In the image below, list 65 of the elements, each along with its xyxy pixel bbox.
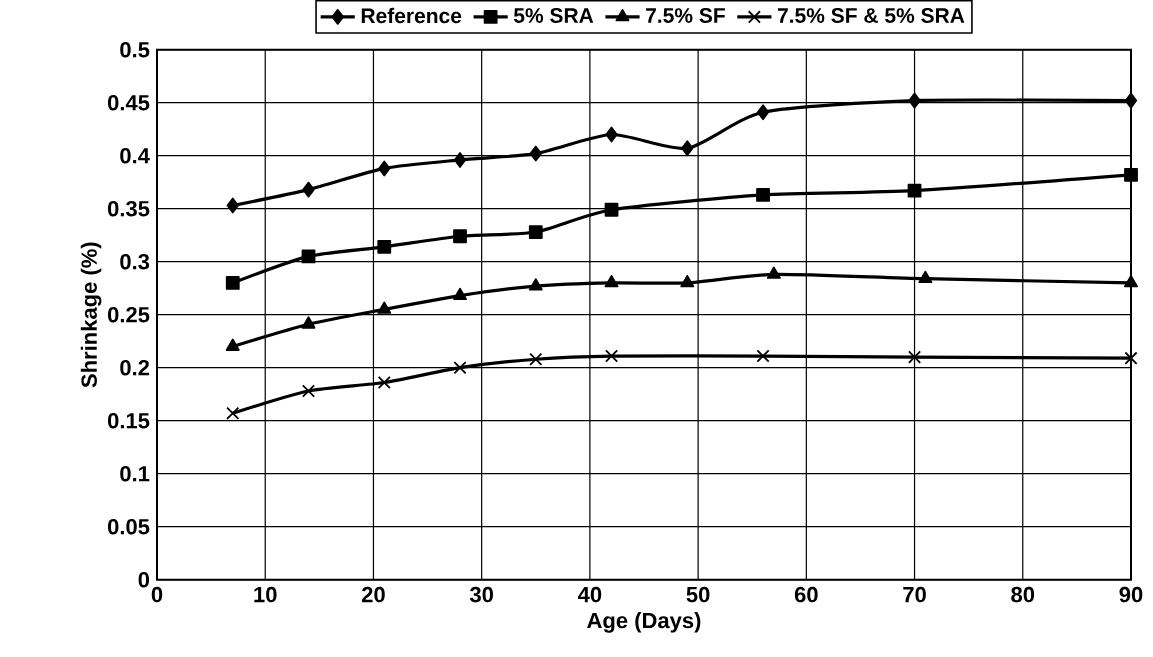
point — [907, 350, 922, 364]
y-tick-label: 0.35 — [108, 201, 150, 217]
x-axis-title: Age (Days) — [587, 612, 701, 633]
point — [681, 140, 694, 157]
x-tick-label: 80 — [1011, 586, 1035, 603]
x-tick-label: 40 — [578, 586, 602, 603]
point — [301, 249, 316, 264]
point — [604, 275, 619, 288]
point — [378, 160, 391, 177]
point — [301, 316, 316, 329]
point — [226, 406, 240, 420]
point — [528, 225, 543, 240]
point — [226, 197, 239, 214]
y-tick-label: 0.2 — [120, 360, 150, 376]
point — [453, 287, 467, 301]
point — [1124, 351, 1138, 365]
x-tick-label: 70 — [903, 586, 926, 603]
y-tick-label: 0.25 — [108, 307, 150, 323]
x-tick-label: 90 — [1119, 586, 1143, 603]
point — [528, 278, 543, 291]
y-tick-label: 0.4 — [120, 148, 150, 164]
point — [453, 152, 467, 168]
y-tick-label: 0.15 — [108, 413, 150, 429]
point — [225, 276, 240, 290]
point — [302, 181, 315, 198]
y-tick-label: 0.1 — [120, 466, 150, 482]
y-tick-label: 0.5 — [120, 42, 150, 58]
y-tick-label: 0.45 — [108, 95, 150, 111]
point — [1124, 168, 1138, 182]
point — [377, 301, 392, 314]
point — [680, 275, 695, 288]
x-tick-label: 10 — [254, 586, 277, 603]
point — [453, 361, 467, 375]
point — [529, 145, 542, 162]
point — [907, 183, 922, 198]
y-tick-label: 0.3 — [120, 254, 150, 270]
legend-label: 5% SRA — [513, 8, 594, 24]
legend-label: Reference — [361, 7, 462, 24]
point — [453, 229, 467, 244]
point — [766, 266, 781, 279]
y-tick-label: 0.05 — [108, 519, 150, 535]
point — [605, 126, 618, 143]
point — [918, 270, 933, 284]
point — [756, 349, 770, 363]
x-tick-label: 60 — [794, 586, 818, 603]
legend-label: 7.5% SF & 5% SRA — [777, 8, 965, 24]
point — [604, 203, 619, 217]
point — [225, 338, 240, 352]
y-axis-title: Shrinkage (%) — [80, 242, 102, 388]
x-tick-label: 30 — [469, 586, 493, 603]
point — [377, 376, 391, 390]
point — [529, 352, 543, 366]
legend-label: 7.5% SF — [646, 8, 725, 24]
point — [756, 104, 770, 121]
point — [301, 384, 316, 398]
x-tick-label: 50 — [686, 586, 710, 603]
point — [908, 92, 921, 109]
point — [1124, 275, 1138, 288]
point — [756, 188, 770, 202]
y-tick-label: 0 — [138, 572, 150, 588]
x-tick-label: 20 — [361, 586, 385, 603]
point — [604, 349, 619, 363]
x-tick-label: 0 — [151, 586, 163, 603]
point — [1124, 92, 1138, 109]
point — [377, 240, 392, 254]
